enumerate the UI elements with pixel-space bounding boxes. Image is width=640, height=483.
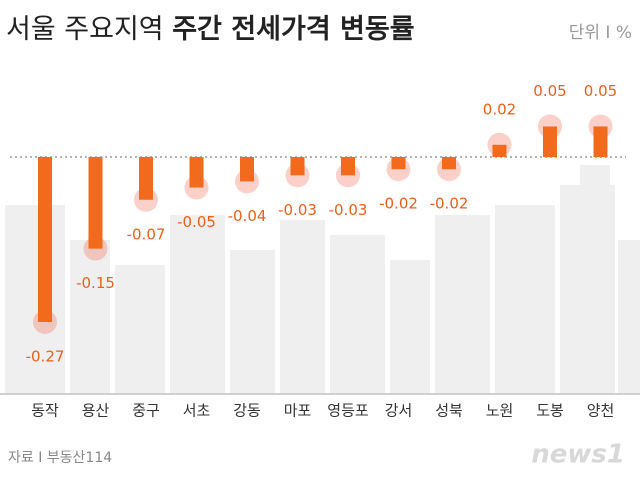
- unit-label: 단위 I %: [569, 23, 632, 43]
- bar: [189, 157, 204, 188]
- title-light: 서울 주요지역: [6, 14, 164, 45]
- title-bold: 주간 전세가격 변동률: [172, 14, 414, 45]
- value-label: -0.27: [26, 347, 65, 365]
- x-tick-label: 용산: [82, 402, 110, 420]
- bar: [341, 157, 355, 176]
- bar: [391, 157, 406, 170]
- bar: [492, 144, 507, 157]
- bar: [88, 157, 103, 249]
- logo: news1: [531, 440, 625, 470]
- x-tick-label: 강동: [233, 402, 261, 420]
- bar: [543, 126, 557, 157]
- bar: [240, 157, 254, 182]
- bar: [290, 157, 305, 176]
- value-label: 0.05: [533, 82, 566, 100]
- chart-title: 서울 주요지역 주간 전세가격 변동률: [6, 14, 415, 45]
- bar: [442, 157, 456, 170]
- value-label: -0.02: [430, 195, 469, 213]
- value-label: 0.02: [483, 100, 516, 118]
- x-tick-label: 성북: [435, 402, 463, 420]
- bar: [38, 157, 52, 322]
- city-background: [5, 165, 640, 395]
- x-tick-label: 도봉: [536, 402, 564, 420]
- value-label: -0.05: [177, 213, 216, 231]
- x-tick-label: 강서: [385, 402, 413, 420]
- value-label: -0.07: [127, 225, 166, 243]
- x-tick-label: 마포: [284, 402, 312, 420]
- x-tick-label: 노원: [486, 402, 514, 420]
- x-tick-label: 중구: [132, 402, 160, 420]
- value-label: -0.04: [228, 207, 267, 225]
- x-tick-label: 서초: [183, 402, 211, 420]
- bar: [593, 126, 608, 157]
- value-label: -0.02: [379, 195, 418, 213]
- x-tick-label: 영등포: [327, 402, 369, 420]
- value-label: -0.15: [76, 274, 115, 292]
- x-tick-label: 양천: [587, 402, 615, 420]
- value-label: 0.05: [584, 82, 617, 100]
- x-tick-label: 동작: [31, 402, 59, 420]
- source: 자료 I 부동산114: [8, 450, 112, 466]
- bar: [139, 157, 153, 200]
- value-label: -0.03: [329, 201, 368, 219]
- value-label: -0.03: [278, 201, 317, 219]
